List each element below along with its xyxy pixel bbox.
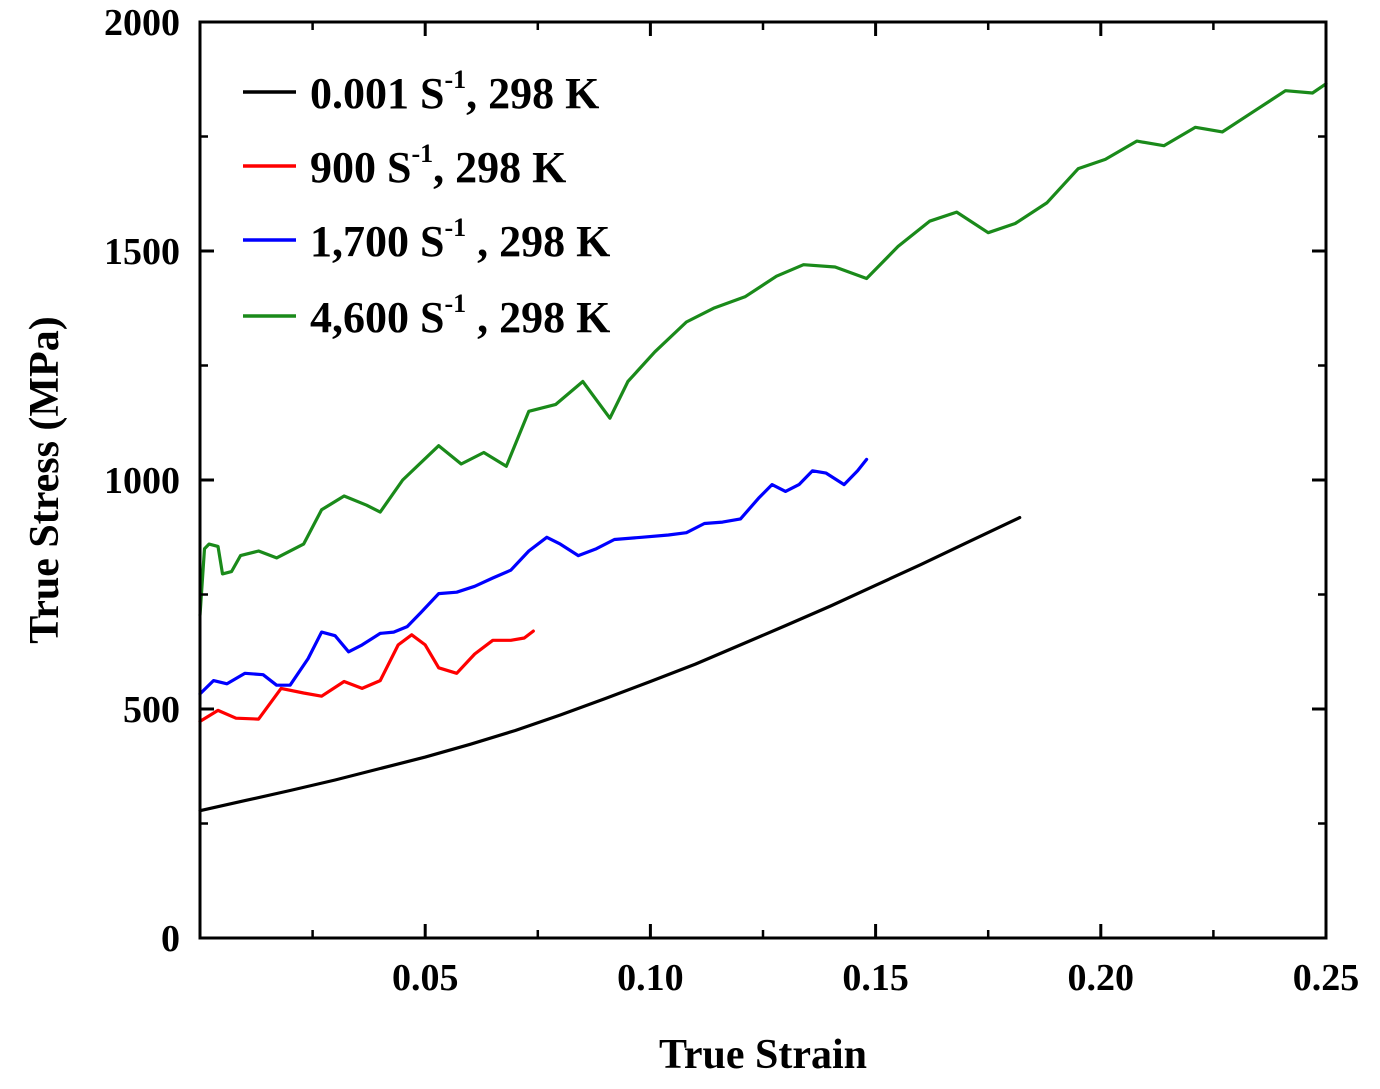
- y-tick-label: 500: [123, 689, 180, 731]
- x-tick-label: 0.15: [842, 957, 909, 999]
- series-line-4: [198, 82, 1328, 617]
- x-tick-label: 0.20: [1068, 957, 1135, 999]
- series-layer: [198, 82, 1328, 813]
- legend-label-4: 4,600 S-1 , 298 K: [310, 289, 610, 342]
- legend: 0.001 S-1, 298 K 900 S-1, 298 K 1,700 S-1 …: [243, 65, 610, 342]
- legend-label-3: 1,700 S-1 , 298 K: [310, 213, 610, 266]
- series-line-2: [198, 629, 535, 724]
- x-tick-label: 0.05: [392, 957, 459, 999]
- y-tick-label: 1000: [104, 460, 180, 502]
- y-tick-label: 2000: [104, 2, 180, 44]
- series-line-1: [198, 515, 1022, 813]
- legend-label-1: 0.001 S-1, 298 K: [310, 65, 599, 118]
- y-tick-label: 1500: [104, 231, 180, 273]
- series-line-3: [198, 457, 869, 696]
- y-tick-label: 0: [161, 918, 180, 960]
- x-tick-label: 0.25: [1293, 957, 1360, 999]
- x-axis-title: True Strain: [659, 1032, 867, 1078]
- x-tick-label: 0.10: [617, 957, 684, 999]
- legend-label-2: 900 S-1, 298 K: [310, 139, 566, 192]
- y-axis-title: True Stress (MPa): [22, 316, 68, 643]
- ticks-layer: 0.05 0.10 0.15 0.20 0.25 0 500 1000 1500 2000: [104, 2, 1359, 999]
